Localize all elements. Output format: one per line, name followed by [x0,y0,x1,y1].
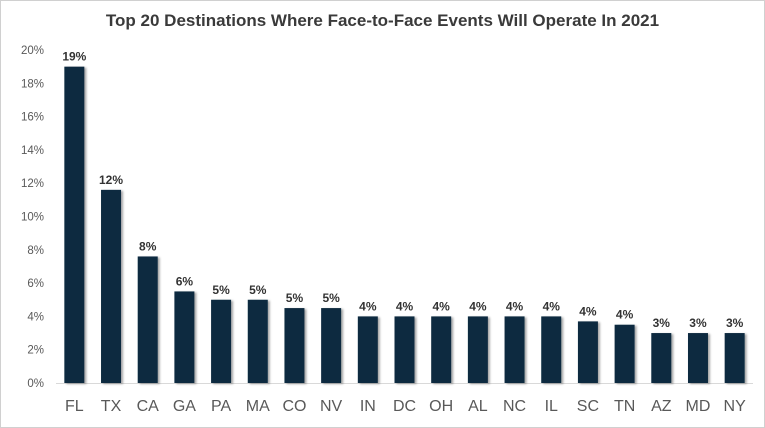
bar-DC [394,316,415,383]
y-tick-label: 2% [27,345,44,357]
x-tick-label-NV: NV [320,398,343,415]
data-label-PA: 5% [212,283,230,297]
y-tick-label: 6% [27,278,44,290]
chart-title: Top 20 Destinations Where Face-to-Face E… [105,11,660,30]
data-label-CO: 5% [286,291,304,305]
x-tick-label-DC: DC [393,398,416,415]
data-label-CA: 8% [139,239,157,253]
x-tick-label-CO: CO [282,398,306,415]
bar-MD [687,333,708,383]
y-tick-label: 4% [27,311,44,323]
data-label-MD: 3% [689,316,707,330]
data-label-AZ: 3% [653,316,671,330]
bar-NC [504,316,525,383]
x-tick-label-MA: MA [246,398,270,415]
x-tick-label-CA: CA [137,398,160,415]
y-tick-label: 18% [21,78,44,90]
x-tick-label-SC: SC [577,398,599,415]
x-tick-label-NY: NY [724,398,747,415]
x-tick-label-AL: AL [468,398,488,415]
data-label-IL: 4% [543,299,561,313]
x-tick-label-NC: NC [503,398,526,415]
data-label-FL: 19% [62,50,86,64]
bar-SC [577,321,598,383]
bar-CO [284,308,305,383]
x-tick-label-FL: FL [65,398,84,415]
y-tick-label: 16% [21,112,44,124]
x-tick-label-IN: IN [360,398,376,415]
bar-AZ [651,333,672,383]
x-tick-label-MD: MD [686,398,711,415]
bar-NY [724,333,745,383]
data-label-SC: 4% [579,304,597,318]
data-label-NV: 5% [322,291,340,305]
y-tick-label: 8% [27,245,44,257]
y-tick-label: 12% [21,178,44,190]
x-tick-label-AZ: AZ [651,398,672,415]
bar-TX [101,189,122,383]
data-label-DC: 4% [396,299,414,313]
x-tick-label-OH: OH [429,398,453,415]
bar-IN [357,316,378,383]
y-tick-label: 20% [21,45,44,57]
data-label-GA: 6% [176,274,194,288]
data-label-IN: 4% [359,299,377,313]
bar-CA [137,256,158,383]
bar-GA [174,291,195,383]
y-tick-label: 10% [21,212,44,224]
x-tick-label-TN: TN [614,398,635,415]
data-label-MA: 5% [249,283,267,297]
data-label-AL: 4% [469,299,487,313]
x-tick-label-PA: PA [211,398,231,415]
data-label-TN: 4% [616,308,634,322]
y-tick-label: 0% [27,378,44,390]
bar-PA [211,299,232,383]
bar-IL [541,316,562,383]
bar-NV [321,308,342,383]
x-tick-label-TX: TX [101,398,122,415]
data-label-NY: 3% [726,316,744,330]
y-tick-label: 14% [21,145,44,157]
x-tick-label-IL: IL [545,398,558,415]
bar-AL [467,316,488,383]
bar-OH [431,316,452,383]
data-label-OH: 4% [433,299,451,313]
bar-FL [64,66,85,384]
x-tick-label-GA: GA [173,398,196,415]
data-label-NC: 4% [506,299,524,313]
bar-TN [614,324,635,383]
bar-MA [247,299,268,383]
data-label-TX: 12% [99,173,123,187]
